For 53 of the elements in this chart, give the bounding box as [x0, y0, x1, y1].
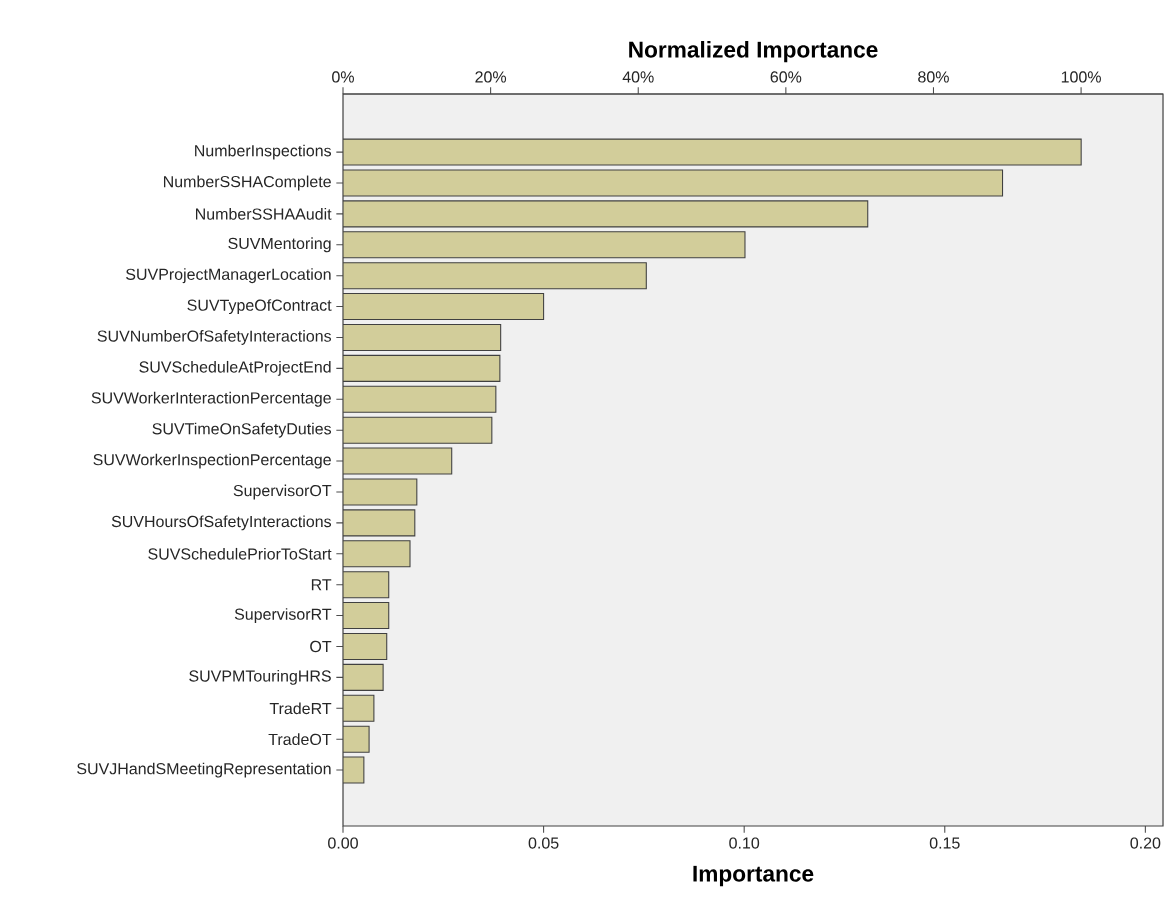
bar	[343, 509, 416, 537]
y-tick-label: SUVJHandSMeetingRepresentation	[77, 762, 331, 778]
y-tick-label: RT	[311, 579, 332, 591]
y-tick-label: SupervisorRT	[234, 608, 332, 624]
bar	[343, 385, 497, 413]
y-tick-label: NumberInspections	[195, 144, 332, 160]
y-tick-label: SUVWorkerInspectionPercentage	[93, 453, 331, 469]
x2-tick-label: 80%	[918, 71, 949, 83]
x2-tick-label: 40%	[622, 71, 654, 83]
x-tick-label: 0.10	[729, 837, 760, 849]
y-tick-label: TradeRT	[269, 702, 332, 715]
bar	[343, 602, 390, 630]
y-tick-label: SUVScheduleAtProjectEnd	[139, 360, 331, 376]
bar	[343, 571, 390, 599]
y-tick-label: SUVNumberOfSafetyInteractions	[97, 330, 332, 345]
y-tick-label: SUVTypeOfContract	[187, 299, 332, 315]
y-tick-label: SUVProjectManagerLocation	[126, 268, 331, 284]
y-tick-label: SUVSchedulePriorToStart	[148, 547, 332, 560]
x-axis-title: Importance	[693, 865, 814, 887]
x-tick-label: 0.00	[328, 837, 358, 849]
bar	[343, 169, 1004, 197]
bar	[343, 447, 453, 475]
bar	[343, 293, 545, 321]
bar	[343, 632, 388, 661]
bar	[343, 231, 746, 259]
y-tick-label: SUVPMTouringHRS	[189, 669, 331, 685]
y-tick-label: TradeOT	[268, 733, 332, 746]
bar	[343, 540, 411, 568]
bar	[343, 694, 375, 722]
y-tick-label: OT	[310, 640, 332, 653]
bar	[343, 262, 647, 290]
x2-tick-label: 0%	[332, 71, 354, 83]
y-tick-label: NumberSSHAAudit	[196, 208, 332, 220]
bar	[343, 354, 501, 382]
bar	[343, 663, 384, 691]
y-tick-label: NumberSSHAComplete	[163, 175, 331, 191]
y-tick-label: SUVHoursOfSafetyInteractions	[111, 515, 332, 531]
x2-tick-label: 20%	[475, 71, 507, 83]
y-tick-label: SupervisorOT	[233, 484, 332, 500]
bar	[343, 200, 869, 228]
x2-tick-label: 100%	[1061, 71, 1101, 83]
y-tick-label: SUVWorkerInteractionPercentage	[91, 391, 331, 407]
x-tick-label: 0.20	[1130, 837, 1161, 849]
bar	[343, 478, 418, 506]
x2-tick-label: 60%	[770, 71, 802, 83]
y-tick-label: SUVMentoring	[228, 237, 331, 253]
bar	[343, 416, 493, 444]
x-tick-label: 0.15	[929, 837, 960, 849]
x2-axis-title: Normalized Importance	[629, 41, 878, 63]
bar	[343, 323, 502, 352]
y-tick-label: SUVTimeOnSafetyDuties	[152, 422, 332, 438]
x-tick-label: 0.05	[528, 837, 559, 849]
bar	[343, 139, 1082, 166]
